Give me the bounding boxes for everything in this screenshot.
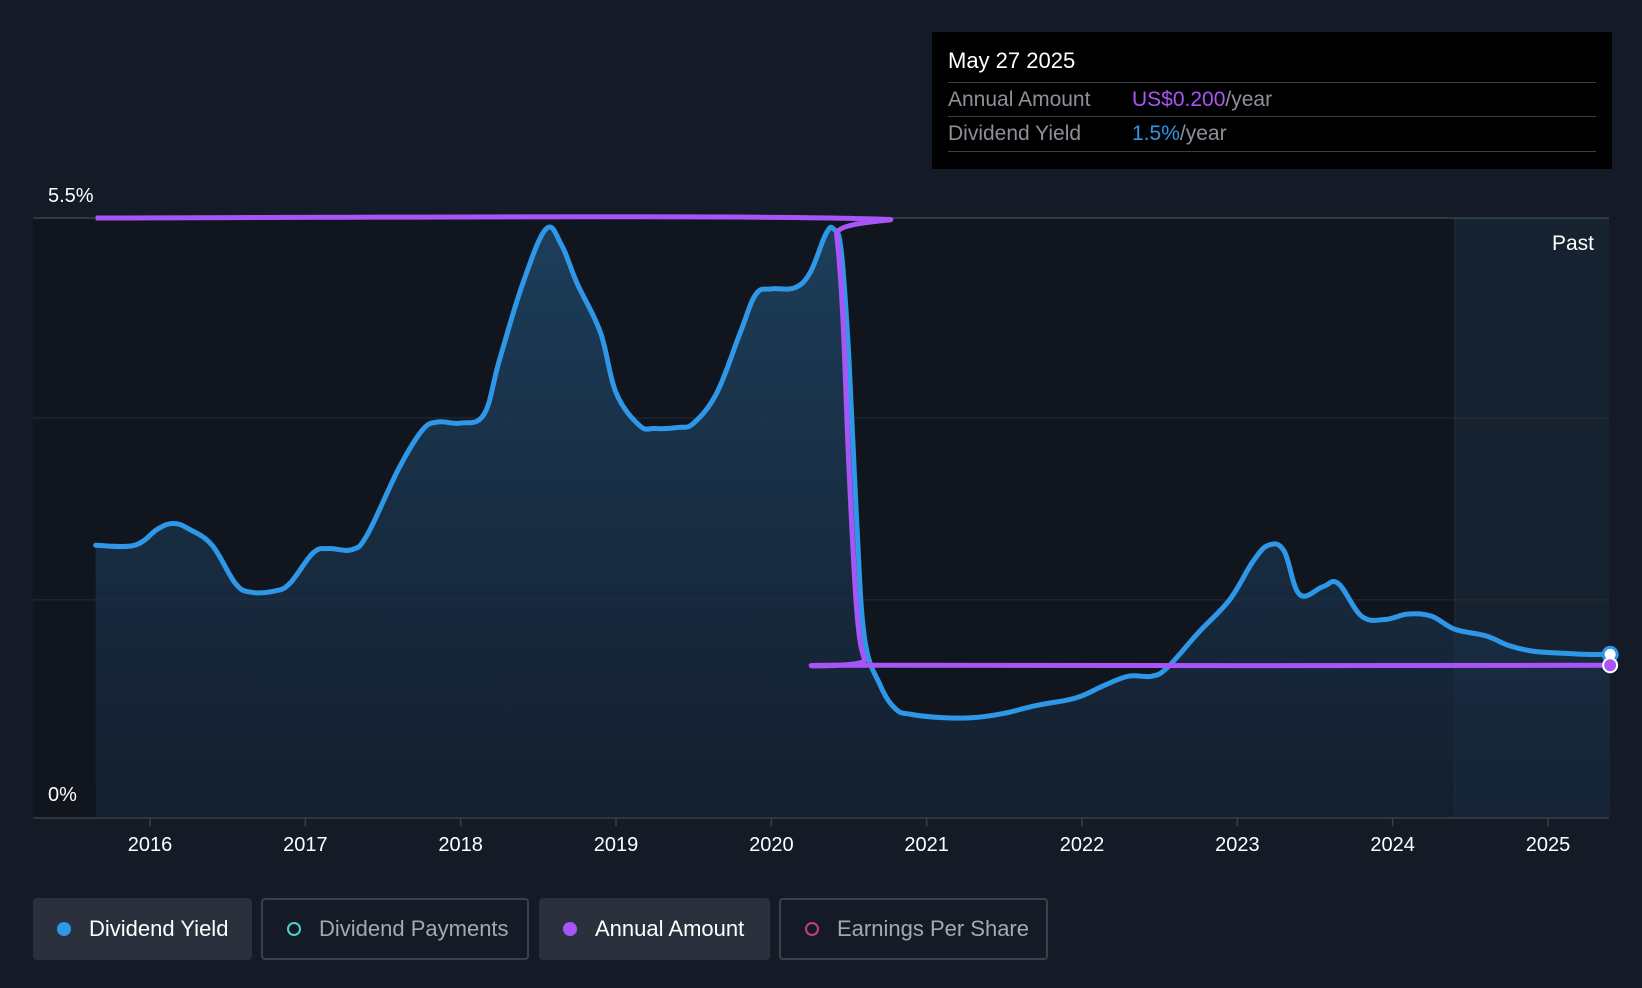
tooltip-annual-value: US$0.200 — [1132, 88, 1226, 111]
tooltip-yield-value-group: 1.5%/year — [1132, 117, 1227, 151]
legend-dot-hollow-icon — [287, 922, 301, 936]
x-axis-ticks: 2016 2017 2018 2019 2020 2021 2022 2023 2024 2025 — [128, 818, 1571, 856]
annual-amount-end-marker[interactable] — [1602, 657, 1619, 674]
legend-dividend-yield[interactable]: Dividend Yield — [33, 898, 252, 960]
legend-label: Dividend Payments — [319, 916, 509, 941]
legend-dot-hollow-icon — [805, 922, 819, 936]
legend-label: Annual Amount — [595, 916, 745, 941]
legend-label: Earnings Per Share — [837, 916, 1029, 941]
tooltip-annual-unit: /year — [1225, 88, 1273, 111]
x-tick-label: 2016 — [128, 834, 173, 856]
tooltip-yield-value: 1.5% — [1132, 122, 1180, 145]
x-tick-label: 2021 — [904, 834, 949, 856]
tooltip-date: May 27 2025 — [948, 48, 1076, 73]
tooltip-row-yield: Dividend Yield 1.5%/year — [948, 116, 1596, 152]
x-tick-label: 2023 — [1215, 834, 1260, 856]
dividend-yield-line — [93, 224, 1613, 721]
x-tick-label: 2017 — [283, 834, 328, 856]
legend-earnings-per-share[interactable]: Earnings Per Share — [779, 898, 1048, 960]
tooltip-yield-label: Dividend Yield — [948, 122, 1082, 145]
legend-annual-amount[interactable]: Annual Amount — [539, 898, 770, 960]
tooltip-annual-label: Annual Amount — [948, 88, 1091, 111]
tooltip-annual-value-group: US$0.200/year — [1132, 83, 1272, 117]
past-label: Past — [1552, 232, 1594, 255]
x-tick-label: 2022 — [1060, 834, 1105, 856]
legend-dot-filled-icon — [563, 922, 577, 936]
annual-amount-line — [95, 214, 1611, 669]
y-tick-zero: 0% — [48, 784, 77, 806]
x-tick-label: 2020 — [749, 834, 794, 856]
tooltip-row-annual: Annual Amount US$0.200/year — [948, 82, 1596, 117]
legend-dividend-payments[interactable]: Dividend Payments — [261, 898, 529, 960]
tooltip-yield-unit: /year — [1179, 122, 1227, 145]
legend-label: Dividend Yield — [89, 916, 229, 941]
x-tick-label: 2019 — [594, 834, 639, 856]
tooltip: May 27 2025 Annual Amount US$0.200/year … — [932, 32, 1612, 169]
legend-dot-filled-icon — [57, 922, 71, 936]
x-tick-label: 2018 — [438, 834, 483, 856]
y-tick-max: 5.5% — [48, 185, 94, 207]
x-tick-label: 2025 — [1526, 834, 1571, 856]
x-tick-label: 2024 — [1370, 834, 1415, 856]
